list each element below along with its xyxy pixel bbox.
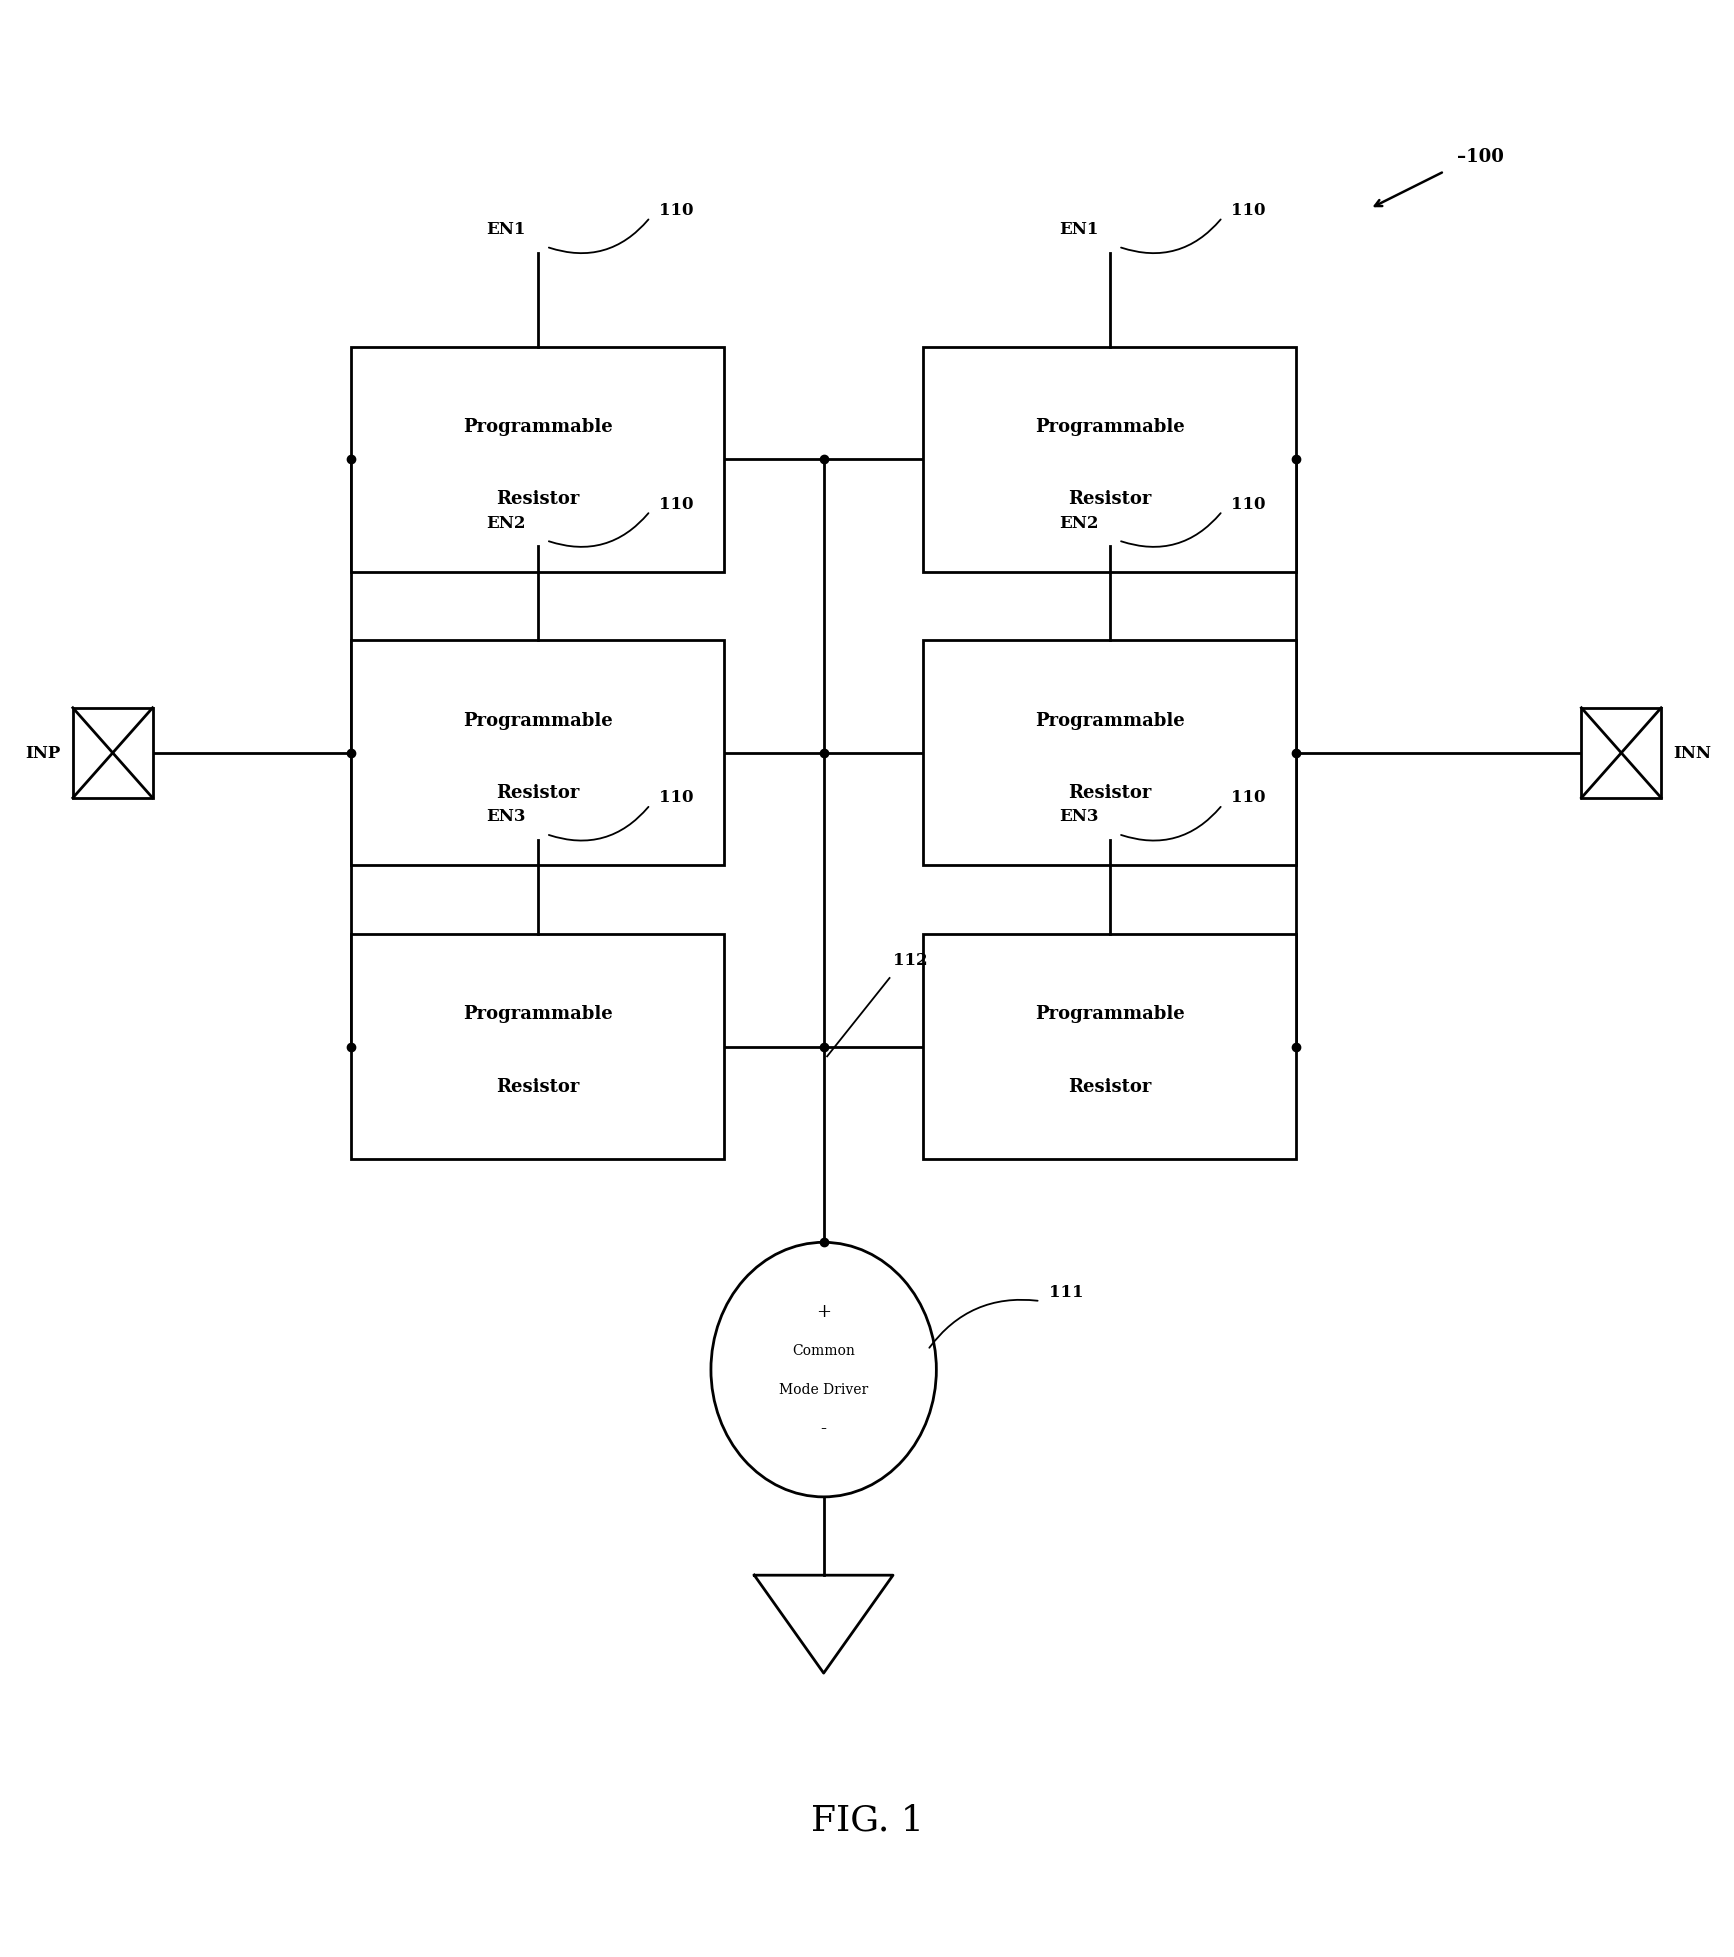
Text: EN3: EN3 <box>1059 808 1098 824</box>
Text: 110: 110 <box>659 202 694 219</box>
Text: EN2: EN2 <box>1059 515 1098 532</box>
FancyBboxPatch shape <box>922 348 1295 573</box>
Text: Programmable: Programmable <box>1035 1004 1184 1024</box>
Text: EN2: EN2 <box>487 515 525 532</box>
Text: INN: INN <box>1673 746 1711 761</box>
FancyBboxPatch shape <box>350 348 723 573</box>
Text: +: + <box>817 1301 831 1321</box>
Text: Resistor: Resistor <box>496 783 579 802</box>
FancyBboxPatch shape <box>922 642 1295 867</box>
Text: -: - <box>820 1419 827 1438</box>
Text: INP: INP <box>26 746 61 761</box>
Text: 111: 111 <box>1049 1284 1084 1299</box>
Text: Resistor: Resistor <box>496 1076 579 1096</box>
Text: 110: 110 <box>659 495 694 513</box>
Text: Programmable: Programmable <box>1035 710 1184 730</box>
Circle shape <box>711 1243 936 1497</box>
Bar <box>73 708 153 798</box>
Text: Resistor: Resistor <box>496 489 579 509</box>
Text: Programmable: Programmable <box>463 1004 612 1024</box>
Text: 112: 112 <box>893 951 928 969</box>
Text: 110: 110 <box>1231 495 1266 513</box>
Text: EN1: EN1 <box>487 221 525 239</box>
Bar <box>1581 708 1661 798</box>
Text: EN3: EN3 <box>487 808 525 824</box>
FancyBboxPatch shape <box>350 933 723 1159</box>
Text: Programmable: Programmable <box>1035 417 1184 436</box>
FancyBboxPatch shape <box>350 642 723 867</box>
Text: 110: 110 <box>1231 202 1266 219</box>
Text: 110: 110 <box>659 789 694 806</box>
Text: EN1: EN1 <box>1059 221 1098 239</box>
Text: –100: –100 <box>1457 147 1503 166</box>
FancyBboxPatch shape <box>922 933 1295 1159</box>
Text: Resistor: Resistor <box>1068 1076 1151 1096</box>
Text: Resistor: Resistor <box>1068 783 1151 802</box>
Text: Common: Common <box>792 1343 855 1358</box>
Text: 110: 110 <box>1231 789 1266 806</box>
Text: Programmable: Programmable <box>463 417 612 436</box>
Text: FIG. 1: FIG. 1 <box>810 1802 924 1838</box>
Text: Resistor: Resistor <box>1068 489 1151 509</box>
Text: Programmable: Programmable <box>463 710 612 730</box>
Text: Mode Driver: Mode Driver <box>779 1382 869 1397</box>
